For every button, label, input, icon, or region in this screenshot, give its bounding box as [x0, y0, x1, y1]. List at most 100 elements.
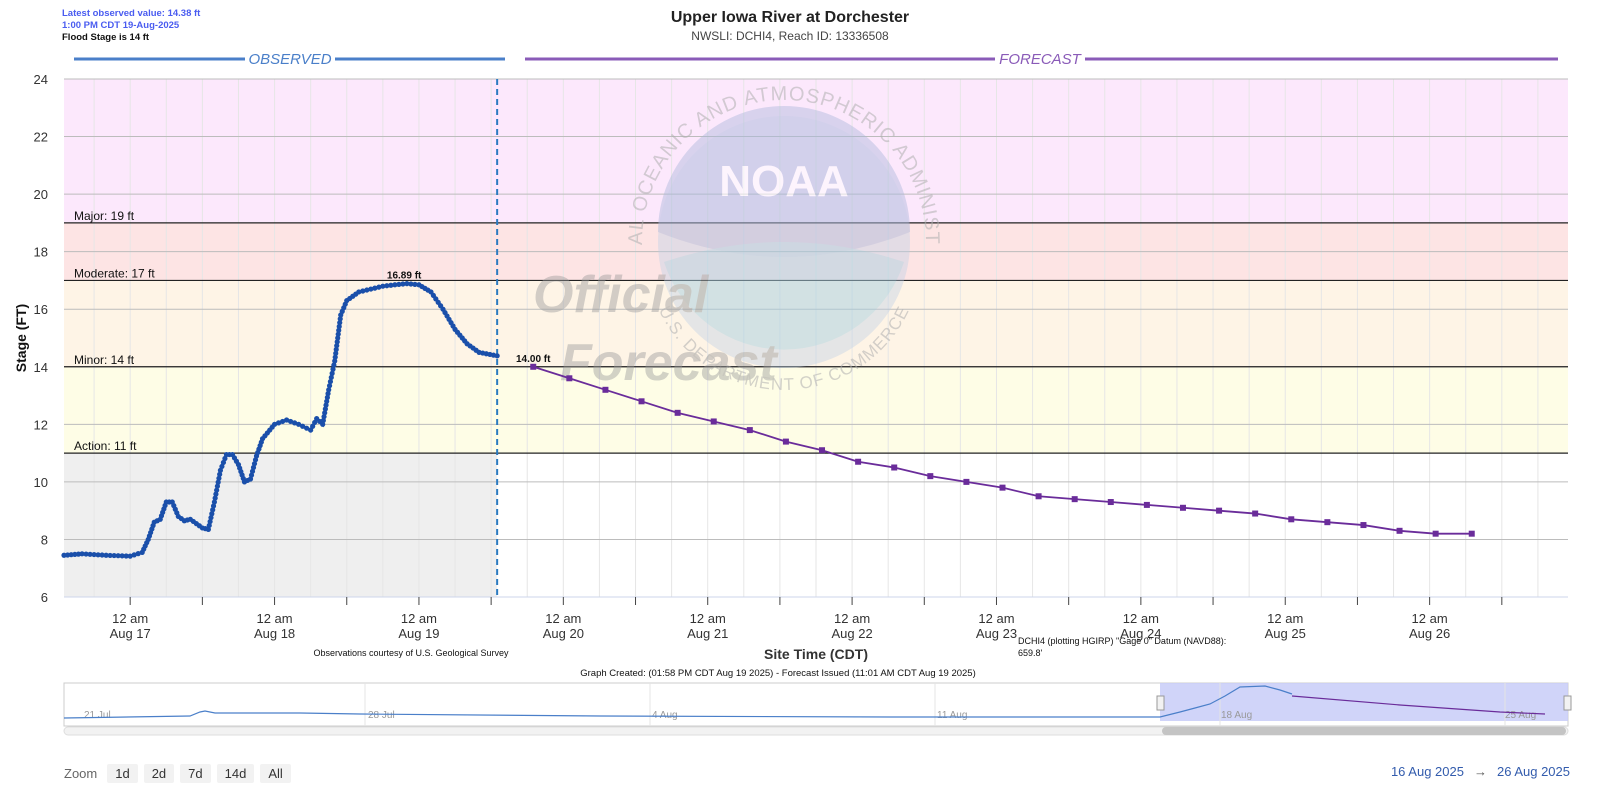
observed-point: [356, 289, 362, 295]
observed-point: [83, 551, 89, 557]
zoom-7d-button[interactable]: 7d: [180, 764, 211, 783]
y-tick-label: 18: [34, 245, 48, 260]
flood-stage-text: Flood Stage is 14 ft: [62, 32, 150, 43]
x-tick-date-label: Aug 23: [976, 626, 1017, 641]
x-tick-date-label: Aug 24: [1120, 626, 1161, 641]
peak-annotation: 14.00 ft: [516, 354, 551, 365]
observed-point: [332, 358, 338, 364]
forecast-point: [1252, 510, 1259, 517]
zoom-1d-button[interactable]: 1d: [107, 764, 138, 783]
observed-point: [212, 495, 218, 501]
observed-point: [111, 552, 117, 559]
observed-point: [222, 455, 228, 462]
forecast-point: [1035, 493, 1042, 500]
y-tick-label: 16: [34, 302, 48, 317]
peak-annotation: 16.89 ft: [387, 271, 422, 282]
observed-point: [283, 417, 290, 423]
observed-point: [211, 499, 217, 505]
observed-point: [396, 281, 402, 287]
y-tick-label: 10: [34, 475, 48, 490]
observed-point: [205, 526, 211, 532]
x-tick-date-label: Aug 26: [1409, 626, 1450, 641]
observed-point: [320, 421, 326, 427]
noaa-emblem-top: [658, 106, 910, 257]
date-range: 16 Aug 2025 → 26 Aug 2025: [1391, 764, 1570, 779]
forecast-stamp-text: Forecast: [560, 334, 779, 392]
observed-point: [337, 316, 343, 322]
observed-point: [312, 419, 318, 426]
x-tick-time-label: 12 am: [1267, 611, 1303, 626]
navigator-date-label: 11 Aug: [937, 710, 967, 721]
forecast-point: [963, 478, 970, 485]
forecast-point: [530, 363, 537, 370]
observed-point: [217, 467, 224, 473]
observed-point: [324, 394, 330, 401]
observed-point: [127, 553, 133, 559]
observed-point: [376, 284, 382, 290]
forecast-section-label: FORECAST: [999, 51, 1083, 68]
x-tick-time-label: 12 am: [545, 611, 581, 626]
observed-point: [326, 383, 333, 389]
observed-point: [321, 414, 327, 420]
forecast-point: [602, 386, 609, 393]
x-tick-time-label: 12 am: [978, 611, 1014, 626]
observed-point: [99, 552, 105, 558]
noaa-logo-text: NOAA: [719, 157, 849, 206]
y-tick-label: 22: [34, 130, 48, 145]
forecast-point: [1071, 496, 1078, 503]
navigator-scrollbar-thumb[interactable]: [1162, 727, 1566, 735]
range-from[interactable]: 16 Aug 2025: [1390, 764, 1464, 779]
range-to[interactable]: 26 Aug 2025: [1496, 764, 1570, 779]
observed-point: [328, 374, 334, 381]
forecast-point: [1179, 504, 1186, 511]
x-tick-time-label: 12 am: [1412, 611, 1448, 626]
y-tick-label: 6: [41, 590, 48, 605]
y-tick-label: 24: [34, 72, 48, 87]
observed-point: [310, 423, 316, 429]
observed-point: [334, 343, 340, 349]
observed-point: [210, 503, 217, 509]
observed-point: [288, 418, 294, 425]
observed-point: [300, 423, 306, 429]
observed-point: [331, 362, 337, 368]
observed-point: [494, 353, 500, 359]
navigator-handle-left[interactable]: [1156, 695, 1165, 711]
observed-point: [206, 522, 212, 529]
navigator-forecast-line: [1291, 695, 1546, 715]
observed-point: [107, 552, 113, 559]
observed-point: [330, 366, 336, 372]
zoom-14d-button[interactable]: 14d: [216, 764, 255, 783]
observed-point: [207, 518, 213, 525]
forecast-point: [1107, 499, 1114, 506]
observed-point: [308, 427, 314, 433]
observed-point: [336, 327, 342, 333]
observed-point: [360, 288, 366, 294]
x-tick-date-label: Aug 25: [1265, 626, 1306, 641]
observed-point: [323, 402, 329, 408]
observed-point: [332, 354, 338, 360]
y-axis-title: Stage (FT): [13, 304, 29, 372]
threshold-label: Action: 11 ft: [74, 439, 137, 453]
observed-point: [333, 350, 339, 356]
observed-point: [400, 281, 406, 287]
latest-time: 1:00 PM CDT 19-Aug-2025: [62, 20, 180, 31]
x-tick-time-label: 12 am: [1123, 611, 1159, 626]
range-arrow: →: [1473, 764, 1487, 779]
forecast-point: [819, 447, 826, 454]
observed-point: [123, 553, 129, 559]
observed-point: [214, 483, 221, 489]
observed-point: [103, 552, 109, 558]
observed-point: [119, 553, 125, 559]
observed-point: [335, 335, 341, 341]
forecast-point: [1143, 501, 1150, 508]
observed-point: [87, 551, 93, 557]
forecast-point: [1324, 519, 1331, 526]
zoom-all-button[interactable]: All: [260, 764, 291, 783]
observed-point: [408, 281, 414, 287]
zoom-2d-button[interactable]: 2d: [143, 764, 175, 783]
observed-point: [292, 420, 298, 426]
observed-point: [372, 285, 378, 291]
navigator-handle-right[interactable]: [1563, 695, 1572, 711]
navigator-date-label: 21 Jul: [84, 710, 111, 721]
